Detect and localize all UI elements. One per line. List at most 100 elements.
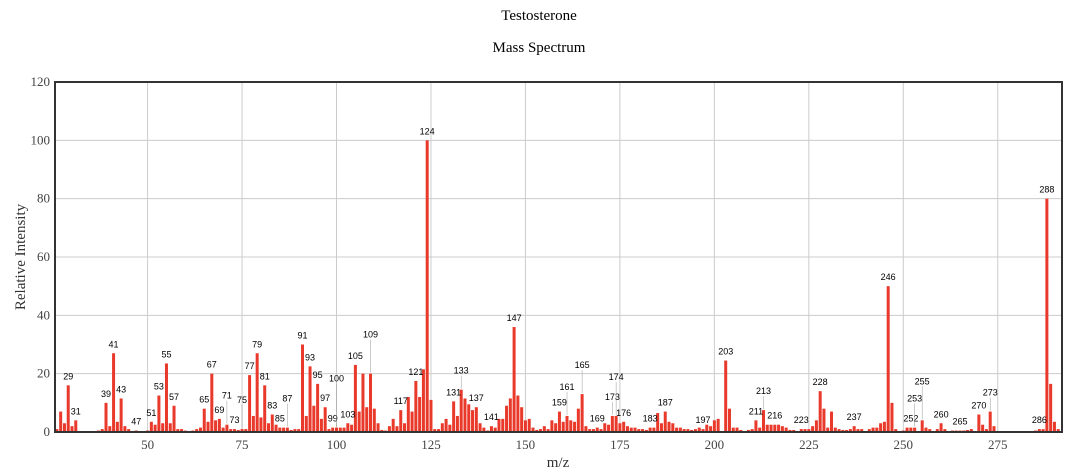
peak-bar <box>421 369 425 432</box>
peak-label: 69 <box>214 405 224 415</box>
peak-label: 159 <box>552 398 567 408</box>
peak-bar <box>618 423 622 432</box>
peak-label: 246 <box>881 272 896 282</box>
peak-bar <box>739 429 743 432</box>
peak-bar <box>429 399 433 432</box>
peak-bar <box>399 410 403 432</box>
peak-bar <box>576 408 580 432</box>
peak-bar <box>603 423 607 432</box>
peak-label: 265 <box>952 417 967 427</box>
peak-bar <box>788 429 792 432</box>
peak-bar <box>595 427 599 432</box>
peak-bar <box>282 427 286 432</box>
peak-bar <box>588 429 592 432</box>
peak-bar <box>202 408 206 432</box>
peak-bar <box>686 429 690 432</box>
peak-label: 85 <box>275 414 285 424</box>
peak-label: 203 <box>718 347 733 357</box>
peak-bar <box>297 429 301 432</box>
peak-bar <box>304 415 308 432</box>
peak-bar <box>505 405 509 432</box>
peak-bar <box>471 410 475 432</box>
peak-bar <box>637 429 641 432</box>
peak-bar <box>644 429 648 432</box>
chart-title: Testosterone <box>501 8 577 24</box>
peak-bar <box>758 427 762 432</box>
peak-label: 260 <box>934 409 949 419</box>
peak-label: 109 <box>363 330 378 340</box>
peak-bar <box>338 427 342 432</box>
peak-bar <box>55 429 59 432</box>
peak-label: 197 <box>696 415 711 425</box>
peak-bar <box>735 427 739 432</box>
peak-bar <box>387 426 391 432</box>
peak-bar <box>119 398 123 432</box>
peak-bar <box>448 424 452 432</box>
peak-bar <box>633 427 637 432</box>
peak-label: 71 <box>222 391 232 401</box>
y-tick-label: 60 <box>37 249 50 264</box>
peak-bar <box>516 395 520 432</box>
peak-bar <box>882 421 886 432</box>
peak-label: 65 <box>199 395 209 405</box>
peak-bar <box>671 423 675 432</box>
peak-label: 174 <box>609 372 624 382</box>
peak-label: 67 <box>207 360 217 370</box>
peak-bar <box>920 420 924 432</box>
peak-bar <box>157 395 161 432</box>
peak-bar <box>244 429 248 432</box>
peak-bar <box>180 429 184 432</box>
peak-label: 273 <box>983 388 998 398</box>
peak-bar <box>716 418 720 432</box>
peak-bar <box>217 418 221 432</box>
peak-label: 39 <box>101 389 111 399</box>
peak-bar <box>312 405 316 432</box>
peak-bar <box>285 427 289 432</box>
peak-bar <box>584 426 588 432</box>
peak-bar <box>482 427 486 432</box>
peak-bar <box>561 421 565 432</box>
peak-bar <box>731 427 735 432</box>
peak-bar <box>59 411 63 432</box>
peak-bar <box>935 429 939 432</box>
peak-bar <box>100 429 104 432</box>
peak-label: 187 <box>658 398 673 408</box>
y-tick-label: 80 <box>37 191 50 206</box>
peak-bar <box>467 404 471 432</box>
peak-bar <box>236 429 240 432</box>
peak-label: 105 <box>348 351 363 361</box>
peak-bar <box>803 429 807 432</box>
peak-bar <box>784 427 788 432</box>
peak-bar <box>335 427 339 432</box>
peak-bar <box>164 363 168 432</box>
peak-label: 165 <box>575 360 590 370</box>
peak-bar <box>127 429 131 432</box>
peak-bar <box>905 427 909 432</box>
peak-bar <box>550 420 554 432</box>
peak-bar <box>886 286 890 432</box>
y-tick-label: 40 <box>37 307 50 322</box>
x-tick-label: 225 <box>799 437 819 452</box>
peak-bar <box>459 389 463 432</box>
x-tick-label: 150 <box>516 437 536 452</box>
y-tick-label: 120 <box>31 74 51 89</box>
x-tick-label: 200 <box>705 437 725 452</box>
peak-bar <box>614 415 618 432</box>
peak-bar <box>701 429 705 432</box>
peak-bar <box>440 423 444 432</box>
peak-bar <box>266 423 270 432</box>
peak-bar <box>1052 421 1056 432</box>
peak-label: 117 <box>394 396 408 406</box>
peak-bar <box>678 427 682 432</box>
peak-label: 124 <box>420 126 435 136</box>
peak-bar <box>629 427 633 432</box>
peak-bar <box>792 429 796 432</box>
peak-bar <box>724 360 728 432</box>
peak-bar <box>822 408 826 432</box>
peak-label: 99 <box>328 414 338 424</box>
peak-bar <box>928 429 932 432</box>
peak-label: 57 <box>169 392 179 402</box>
peak-bar <box>610 415 614 432</box>
peak-label: 75 <box>237 395 247 405</box>
peak-label: 29 <box>63 371 73 381</box>
